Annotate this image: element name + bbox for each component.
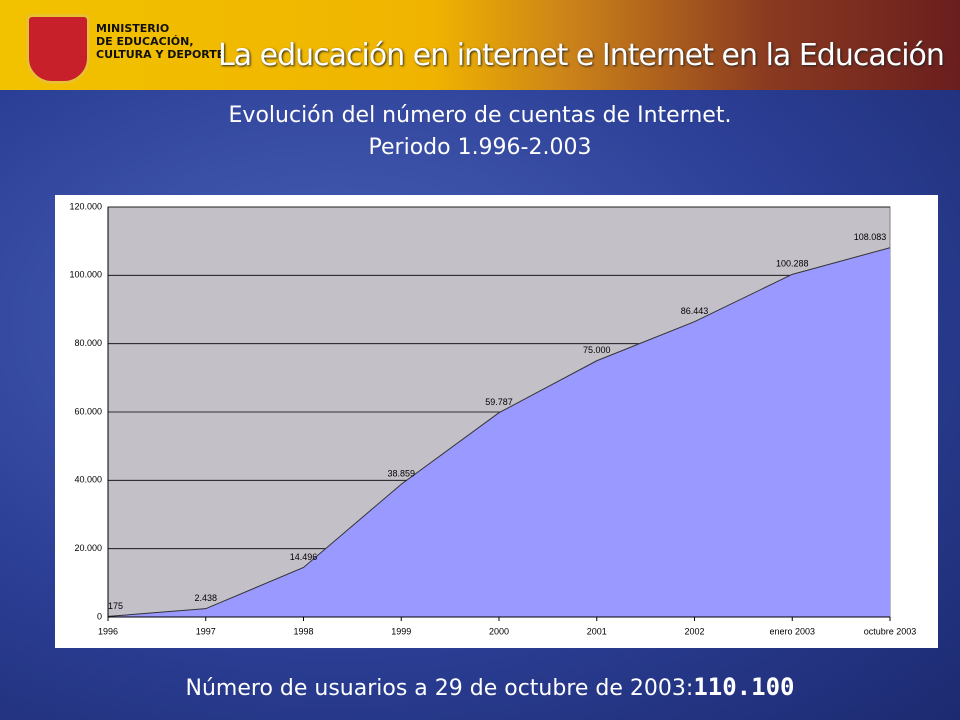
- x-tick-label: 2002: [684, 626, 704, 636]
- ministry-line: MINISTERIO: [96, 22, 170, 35]
- data-label: 14.496: [290, 552, 318, 562]
- data-label: 108.083: [854, 232, 887, 242]
- y-tick-label: 0: [97, 611, 102, 621]
- ministry-name: MINISTERIO DE EDUCACIÓN, CULTURA Y DEPOR…: [96, 22, 224, 61]
- header: MINISTERIO DE EDUCACIÓN, CULTURA Y DEPOR…: [0, 0, 960, 90]
- y-tick-label: 80.000: [74, 338, 102, 348]
- y-tick-label: 40.000: [74, 475, 102, 485]
- chart: 0 20.000 40.000 60.000 80.000 100.000 120.000 1…: [55, 195, 938, 648]
- y-tick-label: 100.000: [69, 270, 102, 280]
- data-label: 75.000: [583, 345, 611, 355]
- data-label: 100.288: [776, 259, 809, 269]
- data-label: 175: [108, 601, 123, 611]
- x-tick-label: 2001: [587, 626, 607, 636]
- x-tick-label: enero 2003: [769, 626, 815, 636]
- data-label: 38.859: [387, 469, 415, 479]
- x-tick-label: 1997: [196, 626, 216, 636]
- x-tick-label: 1996: [98, 626, 118, 636]
- footer-text: Número de usuarios a 29 de octubre de 20…: [185, 676, 694, 701]
- data-label: 59.787: [485, 397, 513, 407]
- ministry-line: CULTURA Y DEPORTE: [96, 48, 225, 61]
- area: [108, 247, 890, 617]
- footer: Número de usuarios a 29 de octubre de 20…: [0, 673, 960, 701]
- x-tick-label: 1999: [391, 626, 411, 636]
- banner: La educación en internet e Internet en l…: [218, 38, 945, 73]
- area-line: [107, 247, 891, 617]
- x-tick-label: 2000: [489, 626, 509, 636]
- title-line: Evolución del número de cuentas de Inter…: [228, 103, 732, 128]
- slide-title: Evolución del número de cuentas de Inter…: [0, 100, 960, 164]
- ministry-line: DE EDUCACIÓN,: [96, 35, 194, 48]
- y-tick-label: 120.000: [69, 201, 102, 211]
- y-tick-label: 60.000: [74, 406, 102, 416]
- data-label: 2.438: [194, 593, 217, 603]
- footer-value: 110.100: [693, 673, 795, 701]
- x-tick-label: octubre 2003: [864, 626, 917, 636]
- x-tick-label: 1998: [293, 626, 313, 636]
- data-label: 86.443: [681, 306, 709, 316]
- y-tick-label: 20.000: [74, 543, 102, 553]
- title-line: Periodo 1.996-2.003: [368, 135, 592, 160]
- crest: [26, 14, 90, 84]
